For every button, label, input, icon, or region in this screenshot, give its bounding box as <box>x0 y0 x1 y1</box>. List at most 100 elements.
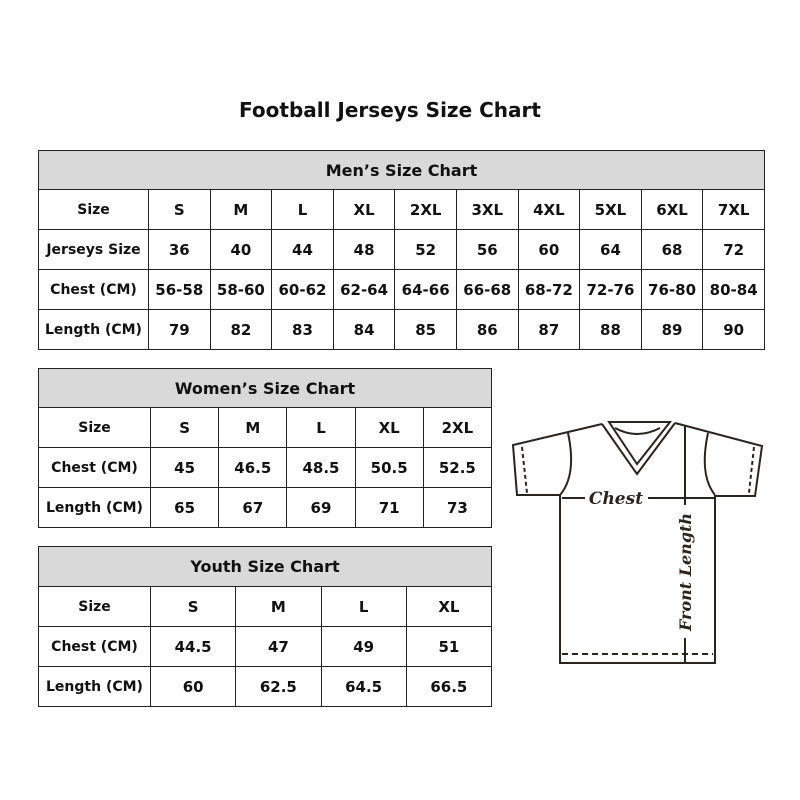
table-cell: M <box>209 189 273 230</box>
row-label: Length (CM) <box>38 666 151 707</box>
womens-table-heading: Women’s Size Chart <box>38 368 492 408</box>
table-cell: M <box>218 407 288 448</box>
table-row: Chest (CM) 44.5 47 49 51 <box>38 626 493 667</box>
table-cell: 3XL <box>455 189 519 230</box>
table-cell: 66-68 <box>455 269 519 310</box>
table-cell: 68-72 <box>517 269 581 310</box>
table-cell: 50.5 <box>354 447 424 488</box>
table-cell: 4XL <box>517 189 581 230</box>
table-cell: 52 <box>394 229 457 270</box>
row-label: Jerseys Size <box>38 229 149 270</box>
table-cell: 90 <box>702 309 765 350</box>
table-cell: 48.5 <box>286 447 356 488</box>
table-cell: 56-58 <box>148 269 211 310</box>
table-cell: 62-64 <box>332 269 396 310</box>
table-cell: 44.5 <box>149 626 237 667</box>
table-cell: 65 <box>149 487 220 528</box>
chest-label: Chest <box>589 489 643 509</box>
table-cell: 68 <box>640 229 704 270</box>
table-row: Size S M L XL <box>38 586 493 627</box>
table-cell: 2XL <box>422 407 493 448</box>
table-cell: 73 <box>422 487 493 528</box>
table-cell: 83 <box>271 309 334 350</box>
table-cell: 45 <box>149 447 220 488</box>
table-cell: 6XL <box>640 189 704 230</box>
left-sleeve-hem <box>521 446 528 494</box>
table-cell: L <box>320 586 407 627</box>
table-cell: 56 <box>455 229 519 270</box>
table-cell: 76-80 <box>640 269 704 310</box>
table-row: Size S M L XL 2XL 3XL 4XL 5XL 6XL 7XL <box>38 189 765 230</box>
table-cell: XL <box>354 407 424 448</box>
left-sleeve-seam <box>559 432 573 496</box>
table-cell: 82 <box>209 309 273 350</box>
table-cell: 64 <box>579 229 642 270</box>
row-label: Size <box>38 586 151 627</box>
table-cell: 5XL <box>579 189 642 230</box>
row-label: Length (CM) <box>38 487 151 528</box>
table-cell: S <box>148 189 211 230</box>
jersey-outline <box>511 422 764 664</box>
table-cell: XL <box>405 586 493 627</box>
table-cell: 49 <box>320 626 407 667</box>
table-cell: 51 <box>405 626 493 667</box>
table-cell: 84 <box>332 309 396 350</box>
table-cell: 64-66 <box>394 269 457 310</box>
table-cell: 40 <box>209 229 273 270</box>
mens-table-heading: Men’s Size Chart <box>38 150 765 190</box>
front-length-label: Front Length <box>676 513 695 632</box>
table-cell: 69 <box>286 487 356 528</box>
table-cell: 64.5 <box>320 666 407 707</box>
table-cell: 2XL <box>394 189 457 230</box>
table-cell: S <box>149 407 220 448</box>
table-cell: 72 <box>702 229 765 270</box>
row-label: Chest (CM) <box>38 269 149 310</box>
table-row: Chest (CM) 45 46.5 48.5 50.5 52.5 <box>38 447 493 488</box>
jersey-diagram: Chest Front Length <box>511 421 764 664</box>
table-cell: L <box>271 189 334 230</box>
table-cell: 85 <box>394 309 457 350</box>
jersey-collar-outer <box>601 422 676 476</box>
table-cell: 71 <box>354 487 424 528</box>
table-cell: 58-60 <box>209 269 273 310</box>
table-cell: 52.5 <box>422 447 493 488</box>
table-cell: 88 <box>579 309 642 350</box>
table-cell: 62.5 <box>235 666 322 707</box>
table-cell: XL <box>332 189 396 230</box>
table-cell: 44 <box>271 229 334 270</box>
table-cell: 60 <box>517 229 581 270</box>
table-row: Length (CM) 79 82 83 84 85 86 87 88 89 90 <box>38 309 765 350</box>
mens-size-table: Men’s Size Chart Size S M L XL 2XL 3XL 4XL 5XL 6X… <box>38 150 765 350</box>
table-cell: M <box>235 586 322 627</box>
table-cell: 66.5 <box>405 666 493 707</box>
table-cell: 48 <box>332 229 396 270</box>
table-cell: 80-84 <box>702 269 765 310</box>
table-cell: 60-62 <box>271 269 334 310</box>
youth-table-heading: Youth Size Chart <box>38 546 492 587</box>
table-cell: 47 <box>235 626 322 667</box>
row-label: Size <box>38 407 151 448</box>
table-cell: S <box>149 586 237 627</box>
page-title: Football Jerseys Size Chart <box>239 98 541 122</box>
table-cell: 7XL <box>702 189 765 230</box>
row-label: Chest (CM) <box>38 626 151 667</box>
table-cell: 86 <box>455 309 519 350</box>
youth-size-table: Youth Size Chart Size S M L XL Chest (CM) 44.5… <box>38 546 493 707</box>
table-cell: 89 <box>640 309 704 350</box>
table-cell: L <box>286 407 356 448</box>
table-cell: 67 <box>218 487 288 528</box>
womens-size-table: Women’s Size Chart Size S M L XL 2XL Chest (CM… <box>38 368 493 528</box>
table-row: Size S M L XL 2XL <box>38 407 493 448</box>
table-cell: 79 <box>148 309 211 350</box>
right-sleeve-seam <box>703 432 716 496</box>
table-cell: 46.5 <box>218 447 288 488</box>
table-row: Chest (CM) 56-58 58-60 60-62 62-64 64-66 66-68… <box>38 269 765 310</box>
right-sleeve-hem <box>748 446 755 494</box>
table-cell: 87 <box>517 309 581 350</box>
jersey-collar-inner <box>607 421 673 466</box>
row-label: Chest (CM) <box>38 447 151 488</box>
row-label: Size <box>38 189 149 230</box>
table-row: Length (CM) 60 62.5 64.5 66.5 <box>38 666 493 707</box>
table-cell: 72-76 <box>579 269 642 310</box>
table-cell: 36 <box>148 229 211 270</box>
